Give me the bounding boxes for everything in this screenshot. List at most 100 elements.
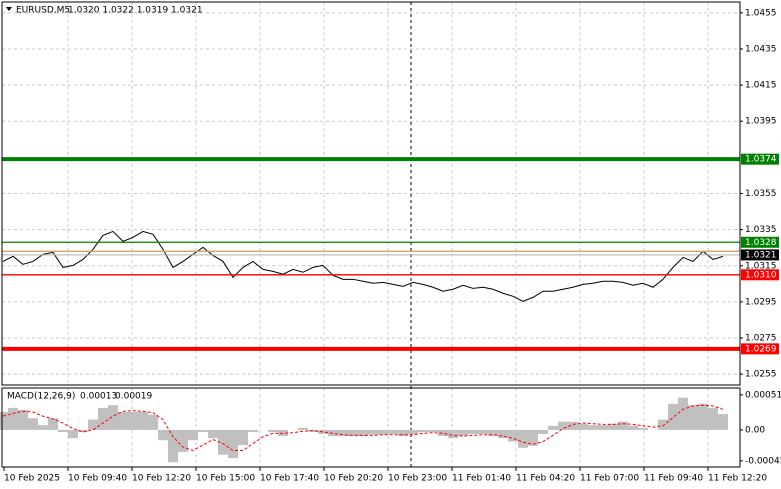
- macd-bar: [398, 429, 408, 437]
- y-tick-label: 1.0355: [745, 189, 777, 199]
- x-tick-label: 11 Feb 04:20: [516, 474, 575, 484]
- y-tick-label: 1.0455: [745, 8, 777, 18]
- macd-bar: [438, 429, 448, 437]
- x-tick-label: 11 Feb 01:40: [452, 474, 511, 484]
- macd-bar: [328, 429, 338, 437]
- macd-bar: [348, 429, 358, 437]
- macd-bar: [568, 421, 578, 430]
- signal-line: [2, 404, 724, 452]
- menu-arrow[interactable]: [6, 7, 12, 11]
- y-tick-label: 1.0415: [745, 81, 777, 91]
- macd-bar: [588, 425, 598, 430]
- y-tick-label: 0.00: [745, 425, 765, 435]
- macd-bar: [518, 429, 528, 448]
- y-tick-label: 1.0295: [745, 297, 777, 307]
- macd-bar: [98, 407, 108, 430]
- macd-bar: [138, 412, 148, 430]
- macd-bar: [118, 412, 128, 430]
- y-tick-label: 1.0255: [745, 370, 777, 380]
- macd-bar: [48, 418, 58, 430]
- y-tick-label: 1.0435: [745, 44, 777, 54]
- macd-bar: [718, 414, 728, 430]
- x-tick-label: 10 Feb 17:40: [260, 474, 319, 484]
- macd-bar: [88, 419, 98, 430]
- level-label: 1.0328: [745, 238, 777, 248]
- macd-bar: [598, 425, 608, 430]
- level-label: 1.0374: [745, 155, 777, 165]
- macd-bar: [358, 429, 368, 437]
- y-tick-label: -0.00045: [745, 456, 781, 466]
- macd-bar: [78, 429, 88, 432]
- y-tick-label: 1.0335: [745, 225, 777, 235]
- last-price-box: [741, 249, 779, 261]
- macd-bar: [578, 423, 588, 430]
- macd-bar: [508, 429, 518, 442]
- x-tick-label: 11 Feb 12:20: [708, 474, 767, 484]
- macd-bar: [198, 429, 208, 432]
- macd-bar: [528, 429, 538, 446]
- macd-bar: [38, 425, 48, 430]
- macd-bar: [478, 429, 488, 435]
- macd-bar: [408, 429, 418, 435]
- macd-bar: [558, 421, 568, 430]
- macd-bar: [418, 429, 428, 432]
- macd-bar: [468, 429, 478, 435]
- macd-bar: [58, 429, 68, 432]
- chart-title: EURUSD,M5: [16, 6, 70, 16]
- macd-bar: [148, 414, 158, 430]
- macd-bar: [608, 423, 618, 430]
- macd-bar: [318, 429, 328, 435]
- macd-bar: [368, 429, 378, 435]
- x-tick-label: 10 Feb 09:40: [68, 474, 127, 484]
- macd-bar: [498, 429, 508, 439]
- macd-bar: [428, 429, 438, 432]
- x-tick-label: 11 Feb 09:40: [644, 474, 703, 484]
- macd-bar: [638, 427, 648, 430]
- macd-bar: [0, 412, 8, 430]
- macd-bar: [538, 429, 548, 435]
- macd-bar: [378, 429, 388, 435]
- y-tick-label: 1.0315: [745, 261, 777, 271]
- y-tick-label: 1.0395: [745, 117, 777, 127]
- price-line: [2, 230, 724, 302]
- level-label-box: [741, 153, 779, 165]
- macd-bar: [488, 429, 498, 437]
- macd-bar: [548, 425, 558, 430]
- macd-bar: [158, 429, 168, 441]
- macd-bar: [28, 418, 38, 430]
- macd-title: MACD(12,26,9): [7, 392, 75, 402]
- macd-bar: [458, 429, 468, 437]
- macd-bar: [618, 421, 628, 430]
- macd-bar: [448, 429, 458, 439]
- level-label-box: [741, 236, 779, 248]
- macd-bar: [248, 429, 258, 432]
- macd-bar: [178, 429, 188, 452]
- level-label-box: [741, 269, 779, 281]
- macd-bar: [668, 403, 678, 430]
- macd-bar: [698, 403, 708, 430]
- macd-bar: [68, 429, 78, 439]
- macd-bar: [128, 412, 138, 430]
- level-label: 1.0269: [745, 344, 777, 354]
- x-tick-label: 11 Feb 07:00: [580, 474, 639, 484]
- macd-value: 0.00013: [80, 392, 117, 402]
- macd-bar: [168, 429, 178, 463]
- macd-bar: [678, 397, 688, 430]
- macd-bar: [218, 429, 228, 455]
- ohlc-readout: 1.0320 1.0322 1.0319 1.0321: [68, 6, 203, 16]
- x-tick-label: 10 Feb 2025: [4, 474, 60, 484]
- x-tick-label: 10 Feb 23:00: [388, 474, 447, 484]
- macd-bar: [18, 409, 28, 430]
- signal-value: 0.00019: [115, 392, 152, 402]
- macd-bar: [628, 425, 638, 430]
- macd-bar: [108, 405, 118, 430]
- level-label: 1.0310: [745, 270, 777, 280]
- last-price-label: 1.0321: [745, 250, 777, 260]
- macd-frame: [1, 387, 741, 468]
- macd-bar: [298, 427, 308, 430]
- x-tick-label: 10 Feb 20:20: [324, 474, 383, 484]
- x-tick-label: 10 Feb 12:20: [132, 474, 191, 484]
- y-tick-label: 0.00051: [745, 390, 781, 400]
